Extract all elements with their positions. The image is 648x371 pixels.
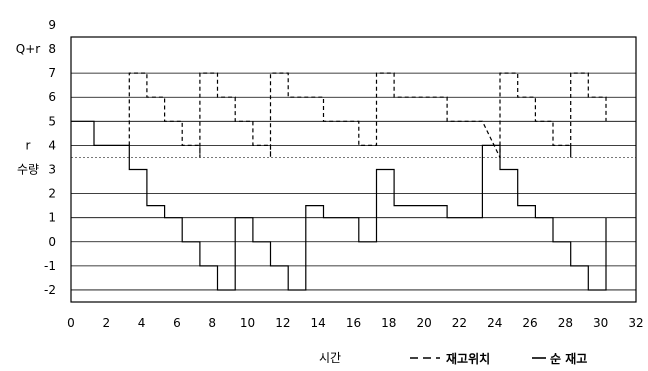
series-line-net-inventory — [71, 120, 607, 291]
x-tick-label: 2 — [102, 316, 110, 330]
x-tick-label: 16 — [346, 316, 361, 330]
plot-frame — [70, 36, 637, 303]
x-tick-label: 0 — [67, 316, 75, 330]
y-tick-label: 3 — [48, 163, 56, 177]
legend-label: 재고위치 — [446, 351, 490, 366]
side-annotation: r — [26, 138, 31, 152]
x-tick-label: 12 — [275, 316, 290, 330]
side-annotations: Q+r r 수량 — [16, 42, 41, 176]
x-tick-label: 28 — [558, 316, 573, 330]
x-tick-label: 6 — [173, 316, 181, 330]
grid-lines — [71, 72, 636, 291]
x-tick-label: 20 — [416, 316, 431, 330]
y-tick-label: 2 — [48, 187, 56, 201]
x-axis-label: 시간 — [319, 351, 341, 365]
y-tick-label: 8 — [48, 42, 56, 56]
y-tick-label: 0 — [48, 235, 56, 249]
x-tick-label: 26 — [522, 316, 537, 330]
side-annotation: 수량 — [17, 163, 39, 177]
x-tick-label: 22 — [452, 316, 467, 330]
x-tick-label: 30 — [593, 316, 608, 330]
y-tick-label: 4 — [48, 138, 56, 152]
x-tick-label: 4 — [138, 316, 146, 330]
x-tick-labels: 0 2 4 6 8 10 12 14 16 18 20 22 24 26 28 30 32 — [67, 316, 643, 330]
x-tick-label: 32 — [628, 316, 643, 330]
y-tick-label: 1 — [48, 211, 56, 225]
x-tick-label: 14 — [311, 316, 326, 330]
x-tick-label: 8 — [208, 316, 216, 330]
y-tick-label: -1 — [44, 259, 56, 273]
y-tick-label: 6 — [48, 90, 56, 104]
side-annotation: Q+r — [16, 42, 41, 56]
x-tick-label: 18 — [381, 316, 396, 330]
y-tick-labels: 9 8 7 6 5 4 3 2 1 0 -1 -2 — [44, 18, 56, 297]
x-tick-label: 10 — [240, 316, 255, 330]
legend: 재고위치 순 재고 — [410, 351, 587, 366]
y-tick-label: 9 — [48, 18, 56, 32]
y-tick-label: 7 — [48, 66, 56, 80]
y-tick-label: 5 — [48, 114, 56, 128]
y-tick-label: -2 — [44, 283, 56, 297]
series-lines — [71, 72, 607, 291]
x-tick-label: 24 — [487, 316, 502, 330]
legend-label: 순 재고 — [550, 352, 587, 366]
series-line-inventory-position — [128, 72, 607, 158]
